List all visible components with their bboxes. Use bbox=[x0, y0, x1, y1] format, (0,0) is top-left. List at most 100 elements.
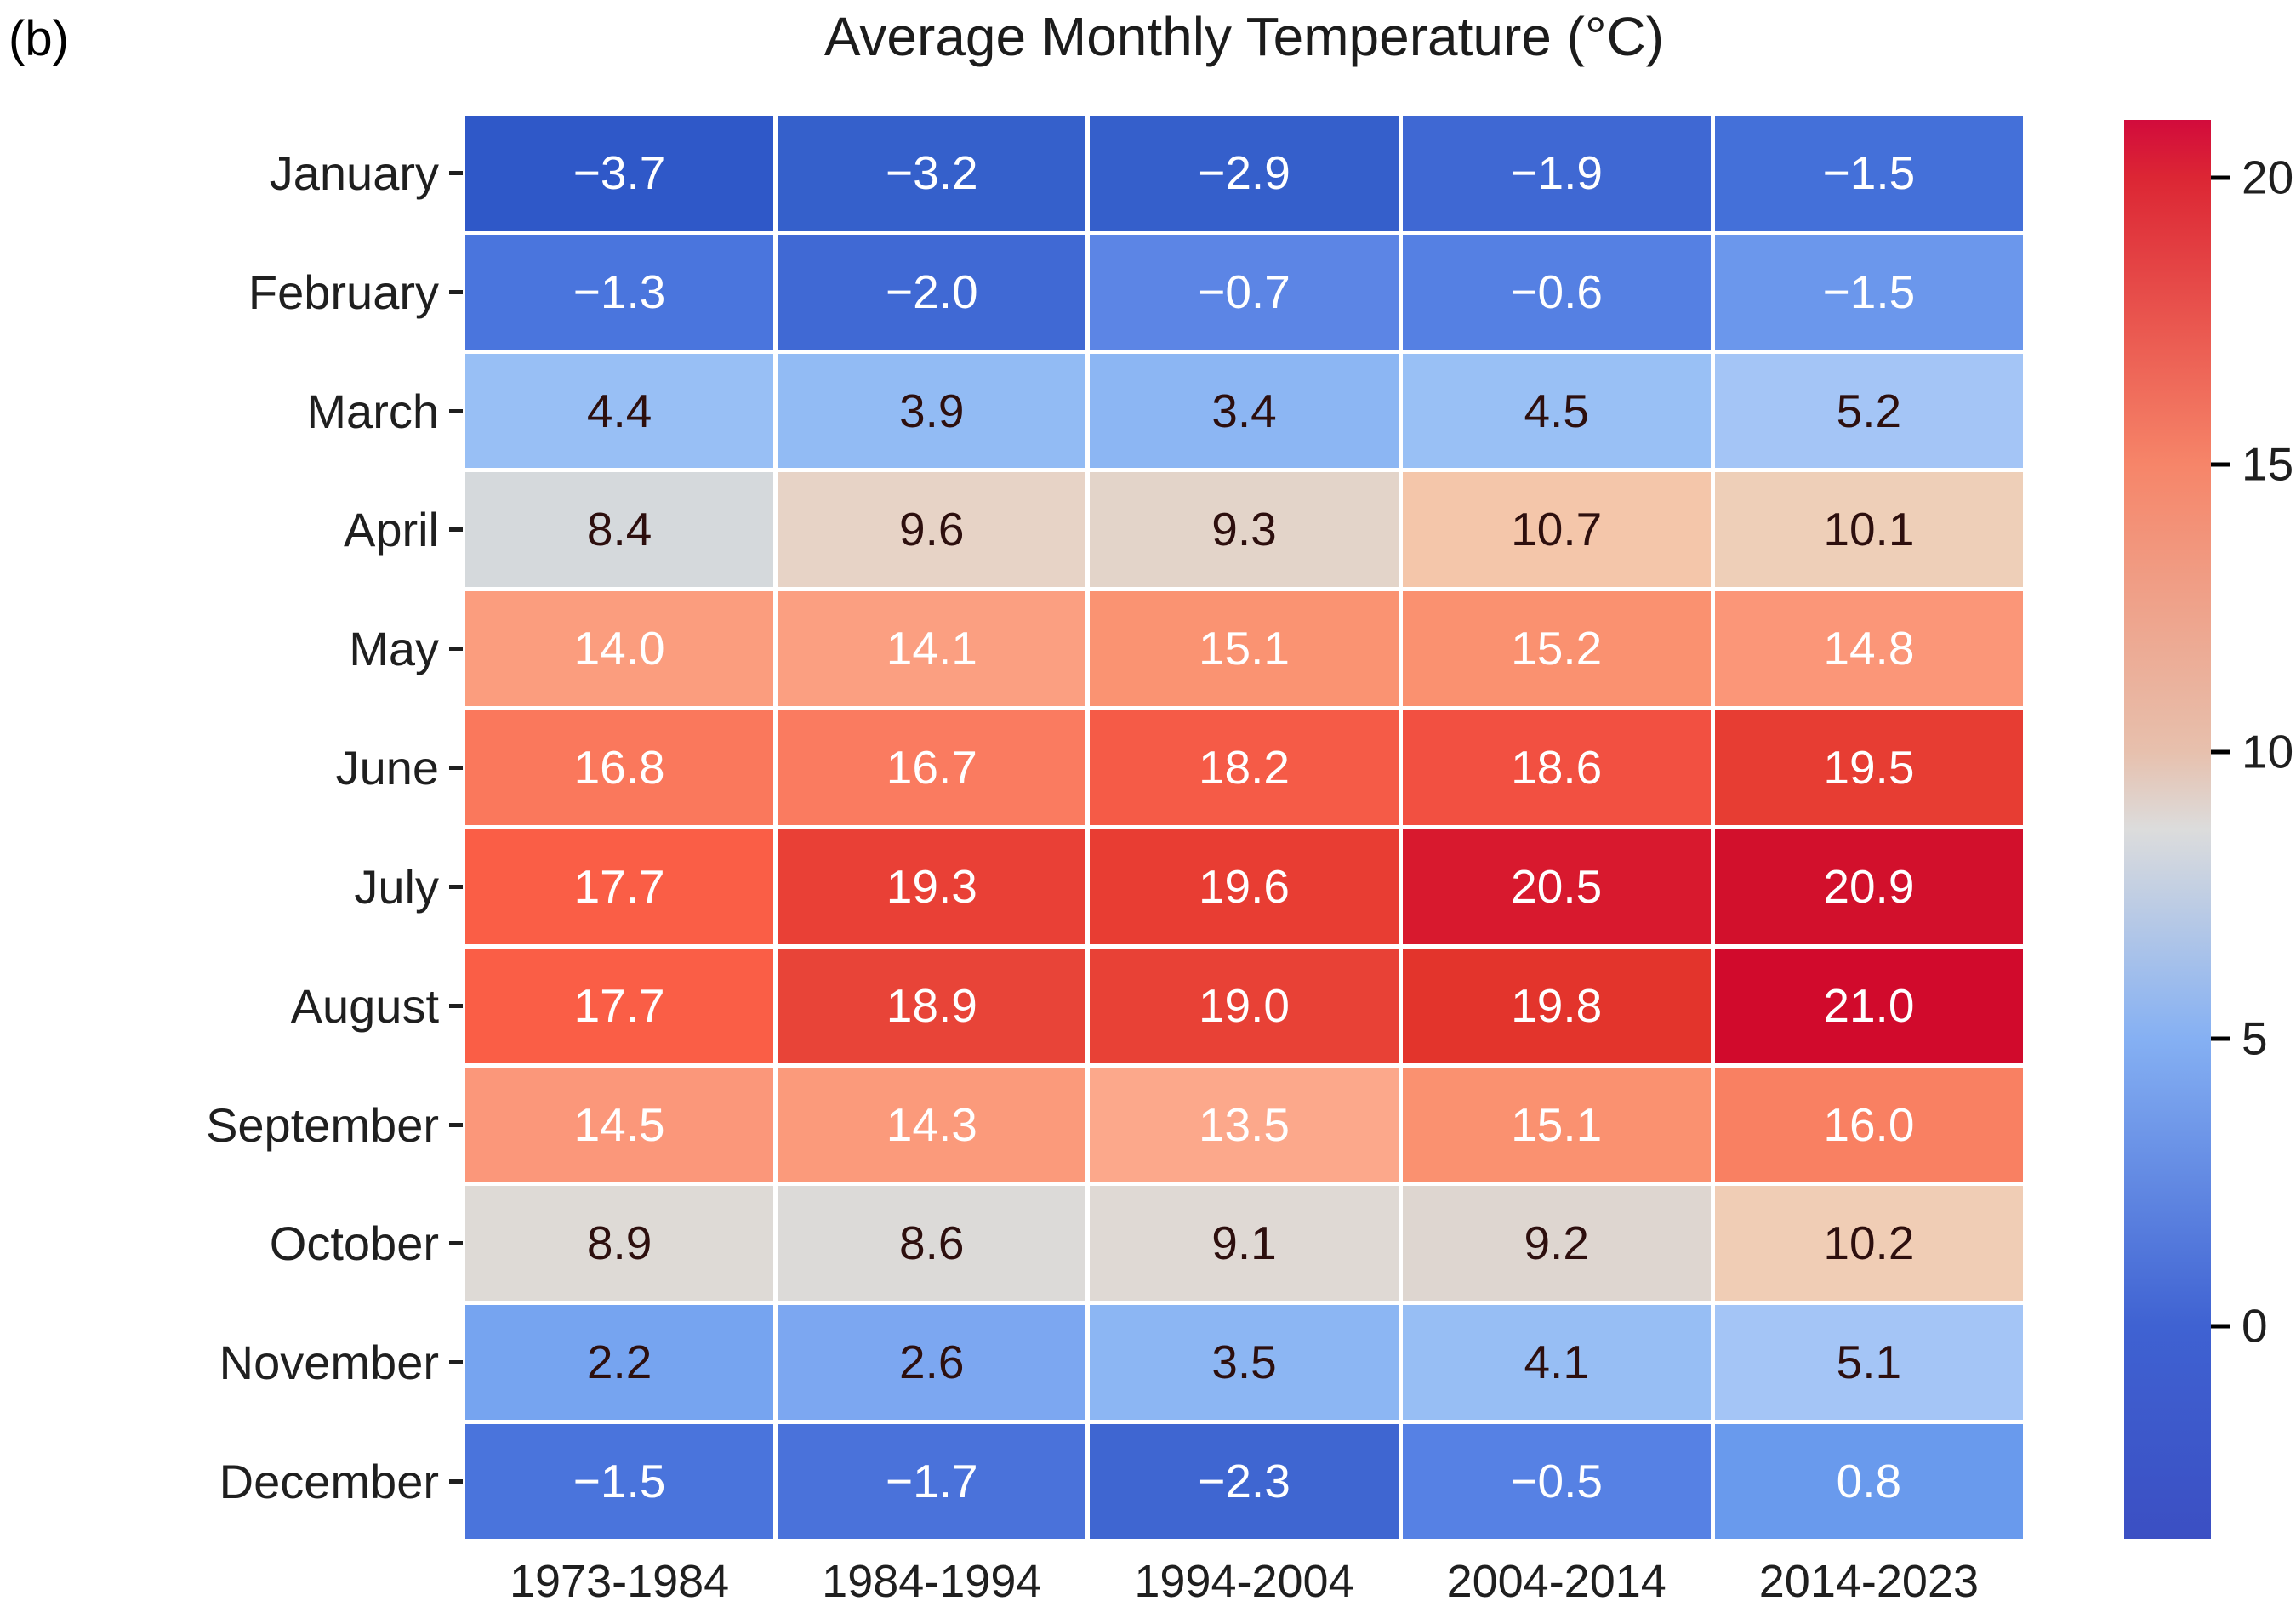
month-label: October bbox=[269, 1216, 439, 1271]
y-tick-label-row: October bbox=[0, 1186, 463, 1301]
colorbar-tick-mark bbox=[2211, 1324, 2230, 1329]
period-label: 1994-2004 bbox=[1134, 1556, 1354, 1607]
heatmap-cell: −3.7 bbox=[465, 116, 774, 231]
colorbar-tick: 20 bbox=[2211, 154, 2293, 201]
heatmap-cell: 16.7 bbox=[778, 710, 1086, 825]
heatmap-cell: 15.1 bbox=[1090, 591, 1399, 707]
heatmap-cell: 17.7 bbox=[465, 948, 774, 1063]
month-label: September bbox=[206, 1097, 439, 1152]
month-label: November bbox=[219, 1336, 439, 1390]
y-tick-label-row: April bbox=[0, 472, 463, 587]
period-label: 2004-2014 bbox=[1446, 1556, 1666, 1607]
heatmap-cell: −1.7 bbox=[778, 1424, 1086, 1539]
heatmap-cell: 4.1 bbox=[1402, 1305, 1711, 1421]
y-tick-label-row: March bbox=[0, 354, 463, 469]
heatmap-cell: 19.3 bbox=[778, 829, 1086, 944]
colorbar-tick: 15 bbox=[2211, 437, 2294, 491]
colorbar-tick: 0 bbox=[2211, 1299, 2268, 1353]
y-tick-mark bbox=[449, 408, 463, 413]
colorbar-tick-label: 20 bbox=[2242, 151, 2294, 204]
heatmap-grid: −3.7 −3.2 −2.9 −1.9 −1.5 −1.3 −2.0 −0.7 −0.6 −1.5… bbox=[465, 116, 2023, 1539]
colorbar-tick-label: 15 bbox=[2242, 437, 2294, 491]
heatmap-cell: −2.3 bbox=[1090, 1424, 1399, 1539]
y-tick-label-row: January bbox=[0, 116, 463, 231]
heatmap-cell: 20.5 bbox=[1402, 829, 1711, 944]
heatmap-cell: −1.9 bbox=[1402, 116, 1711, 231]
y-axis-month-labels: January February March April May June July Augu… bbox=[0, 116, 463, 1539]
colorbar-tick-label: 0 bbox=[2242, 1299, 2268, 1353]
period-label: 1984-1994 bbox=[822, 1556, 1042, 1607]
y-tick-label-row: June bbox=[0, 710, 463, 825]
heatmap-cell: 10.1 bbox=[1714, 472, 2023, 588]
y-tick-mark bbox=[449, 170, 463, 175]
heatmap-cell: 15.2 bbox=[1402, 591, 1711, 707]
y-tick-mark bbox=[449, 884, 463, 889]
heatmap-cell: 4.5 bbox=[1402, 353, 1711, 469]
colorbar-tick-mark bbox=[2211, 749, 2230, 755]
heatmap-cell: 10.2 bbox=[1714, 1186, 2023, 1302]
heatmap-cell: 15.1 bbox=[1402, 1067, 1711, 1182]
colorbar-tick: 5 bbox=[2211, 1011, 2268, 1065]
heatmap-cell: 14.1 bbox=[778, 591, 1086, 707]
month-label: February bbox=[248, 265, 439, 319]
heatmap-cell: 10.7 bbox=[1402, 472, 1711, 588]
heatmap-cell: 9.1 bbox=[1090, 1186, 1399, 1302]
heatmap-cell: 5.2 bbox=[1714, 353, 2023, 469]
y-tick-mark bbox=[449, 1122, 463, 1127]
heatmap-cell: 18.6 bbox=[1402, 710, 1711, 825]
heatmap-cell: 14.3 bbox=[778, 1067, 1086, 1182]
colorbar-ticks: 0 5 10 15 20 bbox=[2124, 120, 2294, 1539]
month-label: July bbox=[354, 859, 439, 914]
heatmap-cell: −1.5 bbox=[465, 1424, 774, 1539]
y-tick-label-row: February bbox=[0, 235, 463, 350]
y-tick-mark bbox=[449, 1360, 463, 1365]
y-tick-mark bbox=[449, 647, 463, 652]
heatmap-cell: 14.8 bbox=[1714, 591, 2023, 707]
month-label: May bbox=[349, 622, 439, 676]
heatmap-cell: 8.9 bbox=[465, 1186, 774, 1302]
heatmap-cell: 14.5 bbox=[465, 1067, 774, 1182]
chart-title: Average Monthly Temperature (°C) bbox=[823, 6, 1665, 67]
heatmap-cell: 14.0 bbox=[465, 591, 774, 707]
colorbar-tick-label: 5 bbox=[2242, 1011, 2268, 1065]
heatmap-cell: 18.2 bbox=[1090, 710, 1399, 825]
y-tick-mark bbox=[449, 527, 463, 533]
heatmap-cell: 3.5 bbox=[1090, 1305, 1399, 1421]
heatmap-cell: 8.4 bbox=[465, 472, 774, 588]
heatmap-cell: 16.8 bbox=[465, 710, 774, 825]
heatmap-cell: 18.9 bbox=[778, 948, 1086, 1063]
heatmap-cell: 4.4 bbox=[465, 353, 774, 469]
heatmap-cell: 3.9 bbox=[778, 353, 1086, 469]
heatmap-cell: 16.0 bbox=[1714, 1067, 2023, 1182]
y-tick-mark bbox=[449, 1003, 463, 1008]
month-label: August bbox=[290, 978, 439, 1033]
heatmap-cell: −0.6 bbox=[1402, 234, 1711, 350]
heatmap-cell: 2.6 bbox=[778, 1305, 1086, 1421]
heatmap-cell: 20.9 bbox=[1714, 829, 2023, 944]
colorbar-tick-mark bbox=[2211, 1036, 2230, 1041]
heatmap-cell: 0.8 bbox=[1714, 1424, 2023, 1539]
heatmap-cell: 19.0 bbox=[1090, 948, 1399, 1063]
y-tick-mark bbox=[449, 766, 463, 771]
x-axis-period-labels: 1973-1984 1984-1994 1994-2004 2004-2014 2014… bbox=[465, 1548, 2023, 1615]
heatmap-cell: 9.3 bbox=[1090, 472, 1399, 588]
heatmap-cell: 13.5 bbox=[1090, 1067, 1399, 1182]
heatmap-cell: 5.1 bbox=[1714, 1305, 2023, 1421]
colorbar-tick-mark bbox=[2211, 175, 2230, 180]
y-tick-label-row: July bbox=[0, 829, 463, 944]
y-tick-label-row: December bbox=[0, 1424, 463, 1539]
period-label: 2014-2023 bbox=[1758, 1556, 1980, 1607]
month-label: April bbox=[343, 503, 439, 557]
heatmap-cell: −1.5 bbox=[1714, 116, 2023, 231]
heatmap-cell: 19.6 bbox=[1090, 829, 1399, 944]
figure-panel-label: (b) bbox=[9, 11, 69, 66]
heatmap-cell: 19.8 bbox=[1402, 948, 1711, 1063]
heatmap-cell: −2.0 bbox=[778, 234, 1086, 350]
heatmap-cell: 3.4 bbox=[1090, 353, 1399, 469]
heatmap-cell: −3.2 bbox=[778, 116, 1086, 231]
heatmap-cell: 17.7 bbox=[465, 829, 774, 944]
heatmap-cell: 21.0 bbox=[1714, 948, 2023, 1063]
y-tick-mark bbox=[449, 1479, 463, 1484]
y-tick-mark bbox=[449, 1241, 463, 1246]
